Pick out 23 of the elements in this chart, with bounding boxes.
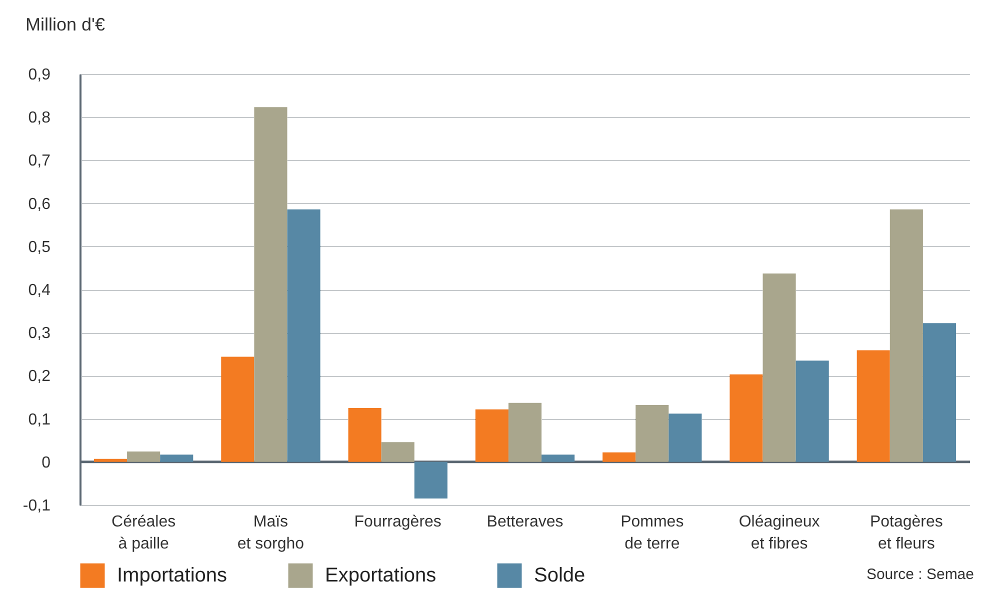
legend-label: Solde: [534, 564, 586, 587]
source-note: Source : Semae: [866, 566, 974, 583]
x-tick-label: Betteraves: [486, 514, 564, 530]
y-tick-label: 0: [42, 454, 51, 472]
legend-label: Importations: [117, 564, 228, 587]
y-tick-label: 0,9: [28, 66, 51, 84]
y-tick-label: 0,1: [28, 411, 51, 428]
y-tick-label: 0,6: [28, 196, 51, 213]
y-tick-label: 0,3: [28, 325, 51, 342]
x-tick-label: Potagères et fleurs: [870, 514, 943, 552]
y-axis-title: Million d'€: [26, 14, 105, 34]
y-tick-label: -0,1: [22, 498, 51, 514]
y-tick-label: 0,5: [28, 238, 51, 256]
y-tick-label: 0,4: [28, 282, 51, 299]
x-tick-label: Oléagineux et fibres: [738, 514, 820, 552]
y-tick-label: 0,7: [28, 152, 51, 170]
legend-label: Exportations: [325, 564, 436, 587]
x-tick-label: Pommes de terre: [620, 514, 684, 552]
x-tick-label: Fourragères: [354, 514, 442, 530]
x-tick-label: Céréales à paille: [112, 514, 176, 552]
y-tick-label: 0,2: [28, 368, 51, 386]
x-tick-label: Maïs et sorgho: [237, 514, 304, 552]
y-tick-label: 0,8: [28, 110, 51, 127]
